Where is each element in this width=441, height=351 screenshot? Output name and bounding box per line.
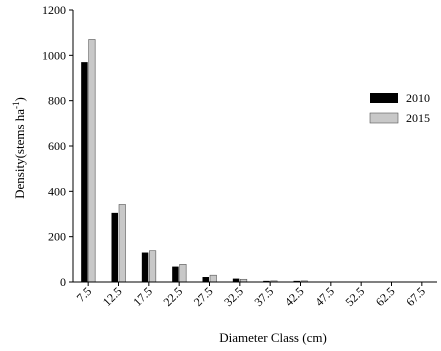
y-tick-label-0: 0 <box>60 275 66 289</box>
x-tick-label-27.5: 27.5 <box>191 284 216 309</box>
bar-2015-27.5 <box>209 274 217 283</box>
x-tick-label-67.5: 67.5 <box>403 284 428 309</box>
bar-2015-7.5 <box>88 39 96 283</box>
x-tick-label-42.5: 42.5 <box>282 284 307 309</box>
bar-2010-12.5 <box>111 212 118 282</box>
x-tick-label-62.5: 62.5 <box>373 284 398 309</box>
x-tick-label-47.5: 47.5 <box>312 284 337 309</box>
x-tick-label-37.5: 37.5 <box>252 284 277 309</box>
legend-label-2015: 2015 <box>406 111 430 125</box>
y-tick-label-800: 800 <box>48 94 66 108</box>
bar-2015-22.5 <box>179 264 187 283</box>
y-axis-title-main: Density(stems ha <box>12 109 27 199</box>
bar-2010-27.5 <box>202 277 209 282</box>
legend: 2010 2015 <box>369 91 430 125</box>
x-tick-label-22.5: 22.5 <box>161 284 186 309</box>
x-tick-label-17.5: 17.5 <box>130 284 155 309</box>
y-axis-title-superscript: -1 <box>11 101 21 109</box>
bar-2010-42.5 <box>293 280 300 282</box>
bar-2010-7.5 <box>81 62 88 283</box>
legend-swatch-2010 <box>370 93 398 103</box>
y-axis-title-close: ) <box>12 97 27 101</box>
axes-layer <box>72 10 437 283</box>
y-axis-title: Density(stems ha-1) <box>11 97 27 199</box>
x-tick-label-7.5: 7.5 <box>74 284 95 305</box>
bar-2010-17.5 <box>141 252 149 282</box>
legend-label-2010: 2010 <box>406 91 430 105</box>
y-tick-label-200: 200 <box>48 230 66 244</box>
legend-swatch-2015 <box>369 112 399 124</box>
bar-2010-22.5 <box>172 266 179 282</box>
x-tick-label-52.5: 52.5 <box>343 284 368 309</box>
bars-layer <box>81 39 308 283</box>
x-axis-title: Diameter Class (cm) <box>219 330 327 345</box>
x-tick-label-32.5: 32.5 <box>221 284 246 309</box>
y-tick-label-600: 600 <box>48 139 66 153</box>
ticks-layer: 0 200 400 600 800 1000 1200 7.5 12.5 17.5 22.5 27.5… <box>42 3 428 309</box>
bar-2010-37.5 <box>263 280 270 282</box>
bar-2010-32.5 <box>232 278 240 282</box>
y-tick-label-1000: 1000 <box>42 48 66 62</box>
y-tick-label-400: 400 <box>48 184 66 198</box>
y-tick-label-1200: 1200 <box>42 3 66 17</box>
bar-2015-17.5 <box>149 250 157 283</box>
x-tick-label-12.5: 12.5 <box>100 284 125 309</box>
bar-2015-12.5 <box>118 204 126 283</box>
